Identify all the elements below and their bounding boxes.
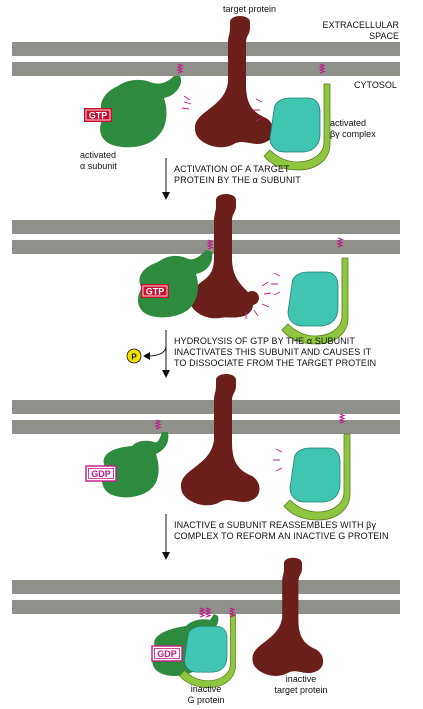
arrow-3 bbox=[162, 514, 170, 560]
extracellular-space-label: EXTRACELLULAR SPACE bbox=[322, 20, 399, 41]
gtp-badge-1: GTP bbox=[84, 108, 112, 122]
phosphate-icon bbox=[126, 348, 142, 364]
panel-4: GDP bbox=[12, 557, 400, 688]
panel-3: GDP bbox=[12, 374, 400, 521]
gdp-label-3: GDP bbox=[91, 469, 111, 479]
activated-alpha-label: activated α subunit bbox=[80, 150, 117, 171]
cytosol-label: CYTOSOL bbox=[354, 80, 397, 90]
membrane-3 bbox=[12, 400, 400, 434]
target-protein-4 bbox=[252, 557, 324, 676]
target-protein-3 bbox=[180, 374, 260, 506]
gdp-badge-4: GDP bbox=[151, 645, 183, 662]
membrane-4 bbox=[12, 580, 400, 614]
panel-2: GTP bbox=[12, 194, 400, 345]
step-activation-text: ACTIVATION OF A TARGET PROTEIN BY THE α … bbox=[174, 164, 301, 185]
membrane-2 bbox=[12, 220, 400, 254]
arrow-1 bbox=[162, 158, 170, 200]
phosphate-label: P bbox=[131, 353, 137, 362]
beta-gamma-complex-2 bbox=[271, 237, 349, 345]
target-protein-1 bbox=[194, 16, 274, 148]
arrow-2: P bbox=[126, 330, 170, 378]
beta-gamma-complex-3 bbox=[273, 413, 351, 521]
beta-gamma-complex-1 bbox=[253, 63, 331, 171]
inactive-g-protein-label: inactive G protein bbox=[187, 684, 225, 705]
alpha-subunit-1 bbox=[100, 63, 192, 148]
target-protein-label: target protein bbox=[223, 4, 277, 14]
activated-bg-label: activated βγ complex bbox=[330, 118, 376, 139]
step-reassembly-text: INACTIVE α SUBUNIT REASSEMBLES WITH βγ C… bbox=[174, 520, 389, 541]
gtp-badge-2: GTP bbox=[141, 284, 169, 298]
membrane-1 bbox=[12, 42, 400, 76]
gtp-label-2: GTP bbox=[146, 287, 165, 297]
gdp-badge-3: GDP bbox=[85, 465, 117, 482]
panel-1: GTP bbox=[12, 16, 400, 171]
alpha-subunit-2 bbox=[137, 239, 213, 318]
inactive-target-label: inactive target protein bbox=[274, 674, 328, 695]
target-protein-2 bbox=[189, 194, 272, 319]
gdp-label-4: GDP bbox=[157, 649, 177, 659]
alpha-subunit-3 bbox=[101, 419, 169, 498]
gtp-label-1: GTP bbox=[89, 111, 108, 121]
step-hydrolysis-text: HYDROLYSIS OF GTP BY THE α SUBUNIT INACT… bbox=[174, 336, 377, 368]
